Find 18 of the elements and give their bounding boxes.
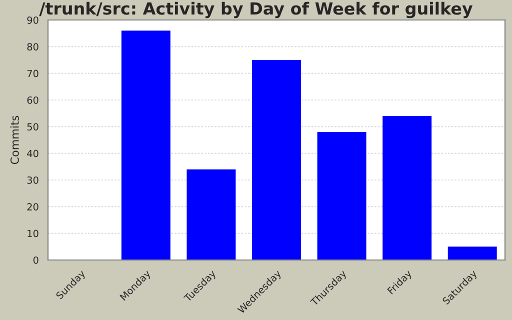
y-tick-label: 90 (27, 16, 38, 24)
bar (448, 246, 497, 260)
y-tick-label: 80 (27, 43, 38, 50)
y-tick-label: 0 (33, 256, 38, 264)
y-tick-label: 20 (27, 203, 38, 210)
y-tick-label: 70 (27, 70, 38, 78)
bar (252, 60, 301, 260)
y-tick-label: 50 (27, 123, 38, 130)
chart-title: /trunk/src: Activity by Day of Week for guilkey (39, 2, 473, 18)
y-axis-title: Commits (10, 116, 19, 164)
bar (186, 169, 236, 260)
y-tick-label: 30 (27, 176, 38, 184)
y-tick-label: 60 (27, 96, 38, 104)
y-tick-label: 40 (27, 150, 38, 158)
bar (382, 116, 432, 260)
bar (121, 30, 170, 260)
bar (317, 132, 366, 260)
y-tick-label: 10 (28, 230, 38, 238)
